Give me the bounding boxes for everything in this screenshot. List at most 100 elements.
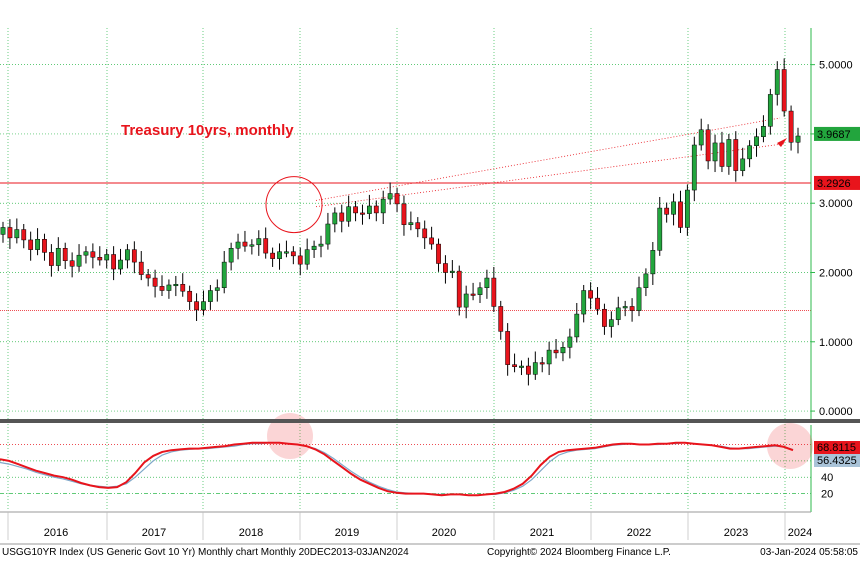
candle-down bbox=[394, 193, 400, 205]
candle-up bbox=[125, 249, 130, 261]
candle-up bbox=[228, 248, 234, 263]
candle-down bbox=[781, 69, 787, 112]
candle-down bbox=[138, 261, 144, 275]
stoch-main-badge bbox=[814, 441, 860, 454]
candle-up bbox=[463, 293, 469, 308]
candle-up bbox=[795, 135, 801, 143]
footer-ticker-info: USGG10YR Index (US Generic Govt 10 Yr) M… bbox=[2, 547, 409, 558]
candle-down bbox=[415, 222, 421, 230]
y-tick-label: 5.0000 bbox=[819, 60, 853, 72]
x-axis: 2016 2017 2018 2019 2020 2021 2022 2023 2024 bbox=[0, 511, 860, 545]
candle-up bbox=[574, 313, 580, 338]
candle-down bbox=[339, 212, 345, 222]
candle-down bbox=[360, 212, 365, 215]
candle-down bbox=[97, 257, 103, 261]
candle-up bbox=[214, 287, 220, 291]
x-tick-label: 2021 bbox=[530, 527, 554, 539]
last-value-label: 3.9687 bbox=[817, 129, 851, 141]
candle-up bbox=[560, 347, 566, 354]
candle-up bbox=[774, 69, 780, 95]
candle-up bbox=[318, 243, 324, 247]
candle-down bbox=[733, 139, 739, 171]
candle-up bbox=[0, 227, 6, 235]
candle-up bbox=[35, 238, 40, 250]
candle-up bbox=[484, 277, 490, 288]
candle-up bbox=[325, 223, 331, 245]
candle-up bbox=[615, 307, 621, 320]
candle-up bbox=[767, 94, 773, 127]
candle-down bbox=[62, 248, 68, 261]
candle-up bbox=[118, 259, 123, 270]
candle-down bbox=[373, 205, 379, 214]
candle-up bbox=[650, 250, 656, 275]
candle-down bbox=[270, 252, 276, 259]
candle-down bbox=[553, 349, 559, 354]
candlestick-series bbox=[0, 58, 801, 386]
stoch-main-value: 68.8115 bbox=[817, 442, 856, 454]
x-tick-label: 2018 bbox=[239, 527, 263, 539]
candle-down bbox=[678, 201, 683, 228]
x-tick-label: 2019 bbox=[335, 527, 359, 539]
candle-up bbox=[304, 249, 310, 265]
candle-up bbox=[671, 201, 676, 215]
candle-down bbox=[525, 365, 531, 375]
candle-down bbox=[498, 306, 504, 332]
candle-up bbox=[567, 336, 573, 348]
candle-down bbox=[491, 277, 497, 307]
candle-up bbox=[346, 206, 352, 222]
ref-value-label: 3.2926 bbox=[817, 178, 851, 190]
candle-up bbox=[173, 284, 179, 287]
candle-down bbox=[194, 301, 199, 311]
candle-down bbox=[429, 237, 435, 245]
y-tick-label: 3.0000 bbox=[819, 198, 853, 210]
stoch-tick-label: 40 bbox=[821, 472, 833, 484]
candle-up bbox=[657, 207, 663, 251]
candle-up bbox=[408, 222, 414, 225]
candle-down bbox=[187, 290, 193, 302]
candle-up bbox=[380, 198, 386, 214]
candle-down bbox=[539, 362, 545, 365]
last-value-badge bbox=[814, 126, 860, 141]
stoch-signal-badge bbox=[814, 454, 860, 467]
x-tick-label: 2022 bbox=[627, 527, 651, 539]
candle-up bbox=[698, 129, 704, 146]
candle-up bbox=[636, 287, 642, 311]
candle-up bbox=[740, 158, 746, 171]
candle-down bbox=[719, 142, 725, 167]
candle-down bbox=[152, 277, 158, 287]
candle-down bbox=[422, 228, 428, 239]
candle-up bbox=[104, 254, 110, 261]
candle-up bbox=[581, 290, 587, 315]
trend-line-lower bbox=[315, 143, 786, 208]
candle-up bbox=[311, 245, 317, 250]
candle-down bbox=[111, 254, 117, 270]
footer-copyright: Copyright© 2024 Bloomberg Finance L.P. bbox=[487, 547, 671, 558]
candle-up bbox=[608, 319, 614, 327]
candle-down bbox=[505, 331, 511, 365]
candle-up bbox=[691, 144, 697, 191]
candle-down bbox=[588, 290, 594, 299]
trend-line-upper bbox=[315, 117, 781, 201]
x-tick-label: 2024 bbox=[788, 527, 812, 539]
candle-down bbox=[436, 243, 441, 264]
x-tick-label: 2017 bbox=[142, 527, 166, 539]
candle-down bbox=[145, 274, 151, 279]
highlight-circle bbox=[265, 176, 323, 234]
footer-timestamp: 03-Jan-2024 05:58:05 bbox=[760, 547, 858, 558]
candle-down bbox=[263, 238, 269, 254]
candle-down bbox=[159, 286, 165, 291]
reference-lines bbox=[0, 117, 811, 312]
stoch-main-line bbox=[0, 441, 794, 497]
candle-down bbox=[28, 239, 34, 250]
candle-down bbox=[353, 206, 358, 214]
candle-up bbox=[201, 301, 206, 311]
candle-down bbox=[443, 263, 448, 273]
y-axis: 0.0000 1.0000 2.0000 3.0000 3.9687 5.0000 3.29… bbox=[0, 28, 860, 423]
stoch-highlight-right bbox=[767, 423, 813, 469]
candle-up bbox=[14, 229, 20, 239]
panel-separator bbox=[0, 419, 860, 423]
candle-down bbox=[90, 251, 96, 258]
candle-down bbox=[602, 308, 607, 327]
candle-up bbox=[712, 142, 718, 162]
